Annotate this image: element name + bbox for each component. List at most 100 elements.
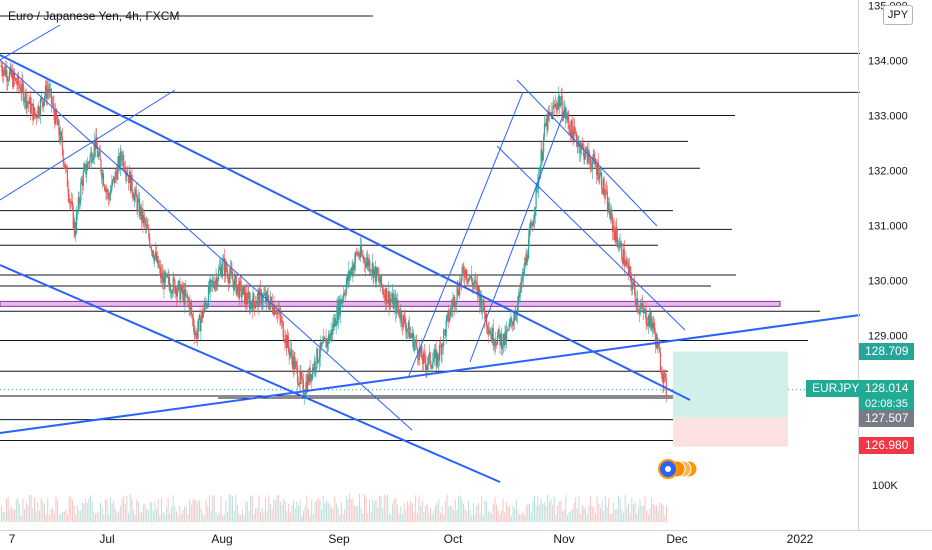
candle-body <box>628 266 630 274</box>
volume-bar <box>583 506 585 522</box>
economic-events-icon[interactable] <box>658 459 698 479</box>
candle-body <box>382 288 384 295</box>
candle-body <box>0 66 2 67</box>
volume-bar <box>85 498 87 522</box>
candle-body <box>607 202 609 212</box>
volume-bar <box>276 494 278 522</box>
volume-bar <box>289 513 291 522</box>
candle-body <box>157 256 159 268</box>
volume-bar <box>37 502 39 522</box>
volume-bar <box>161 497 163 522</box>
volume-bar <box>651 497 653 522</box>
entry-price-tag: 127.507 <box>859 410 915 427</box>
candle-body <box>599 172 601 179</box>
volume-bar <box>581 505 583 522</box>
volume-bar <box>5 498 7 522</box>
candle-body <box>2 70 5 76</box>
volume-bar <box>88 498 90 522</box>
candle-body <box>233 281 235 291</box>
candle-body <box>409 333 411 339</box>
candle-body <box>609 213 611 220</box>
candle-body <box>507 329 509 330</box>
price-tick-label: 132.000 <box>868 166 908 178</box>
candle-body <box>499 334 501 346</box>
candle-body <box>176 290 178 297</box>
candle-body <box>26 101 28 108</box>
candle-body <box>451 307 453 309</box>
candle-body <box>120 151 122 159</box>
currency-button[interactable]: JPY <box>883 5 913 25</box>
volume-bar <box>157 498 159 522</box>
volume-bar <box>500 510 502 522</box>
candlesticks <box>0 59 667 405</box>
volume-bar <box>301 515 303 522</box>
volume-bar <box>98 511 100 522</box>
candle-body <box>464 269 467 278</box>
candle-body <box>97 148 99 157</box>
volume-bar <box>454 499 456 522</box>
volume-bar <box>57 500 59 522</box>
candle-body <box>324 338 326 340</box>
candle-body <box>264 293 266 295</box>
candle-body <box>627 262 629 264</box>
candle-body <box>632 285 634 290</box>
candle-body <box>658 346 661 353</box>
candle-body <box>365 261 367 268</box>
candle-body <box>1 66 3 72</box>
volume-bar <box>537 496 539 522</box>
candle-body <box>306 382 308 392</box>
candle-body <box>517 295 520 304</box>
volume-bar <box>195 500 197 522</box>
candle-body <box>44 96 46 101</box>
volume-bar <box>63 511 65 522</box>
candle-body <box>459 281 462 285</box>
candle-body <box>401 311 403 324</box>
volume-bar <box>393 499 395 522</box>
candle-body <box>327 339 329 345</box>
candle-body <box>253 293 255 302</box>
candle-body <box>389 299 391 307</box>
candle-body <box>185 289 187 295</box>
volume-bar <box>203 515 205 522</box>
volume-bar <box>34 497 35 522</box>
volume-bar <box>192 499 194 522</box>
volume-bar <box>431 514 433 522</box>
candle-body <box>358 253 360 257</box>
volume-bar <box>207 506 209 522</box>
volume-bar <box>240 514 242 522</box>
candle-body <box>245 292 247 302</box>
candle-body <box>474 279 476 284</box>
candle-body <box>374 266 376 270</box>
candle-body <box>39 98 42 115</box>
candle-body <box>538 177 540 189</box>
candle-body <box>191 307 193 315</box>
candle-body <box>288 346 290 356</box>
candle-body <box>215 277 217 283</box>
candle-body <box>383 294 385 296</box>
candle-body <box>459 281 461 296</box>
volume-bar <box>278 495 280 522</box>
candle-body <box>640 307 642 309</box>
candle-body <box>71 201 73 206</box>
candle-body <box>361 254 363 256</box>
volume-bar <box>459 495 461 522</box>
candle-body <box>595 166 598 175</box>
candle-body <box>647 325 649 326</box>
candle-body <box>413 342 415 350</box>
volume-bar <box>403 502 405 522</box>
candle-body <box>356 252 358 255</box>
volume-bar <box>286 511 288 522</box>
candle-body <box>233 278 236 291</box>
candle-body <box>500 333 502 346</box>
candle-body <box>375 266 377 282</box>
volume-bar <box>522 511 524 522</box>
candle-body <box>195 333 197 334</box>
candle-body <box>480 295 483 313</box>
candle-body <box>83 167 85 172</box>
candle-body <box>611 216 614 232</box>
candle-body <box>275 313 278 315</box>
candle-body <box>475 282 478 284</box>
price-tick-label: 129.000 <box>868 331 908 343</box>
candle-body <box>166 274 168 277</box>
